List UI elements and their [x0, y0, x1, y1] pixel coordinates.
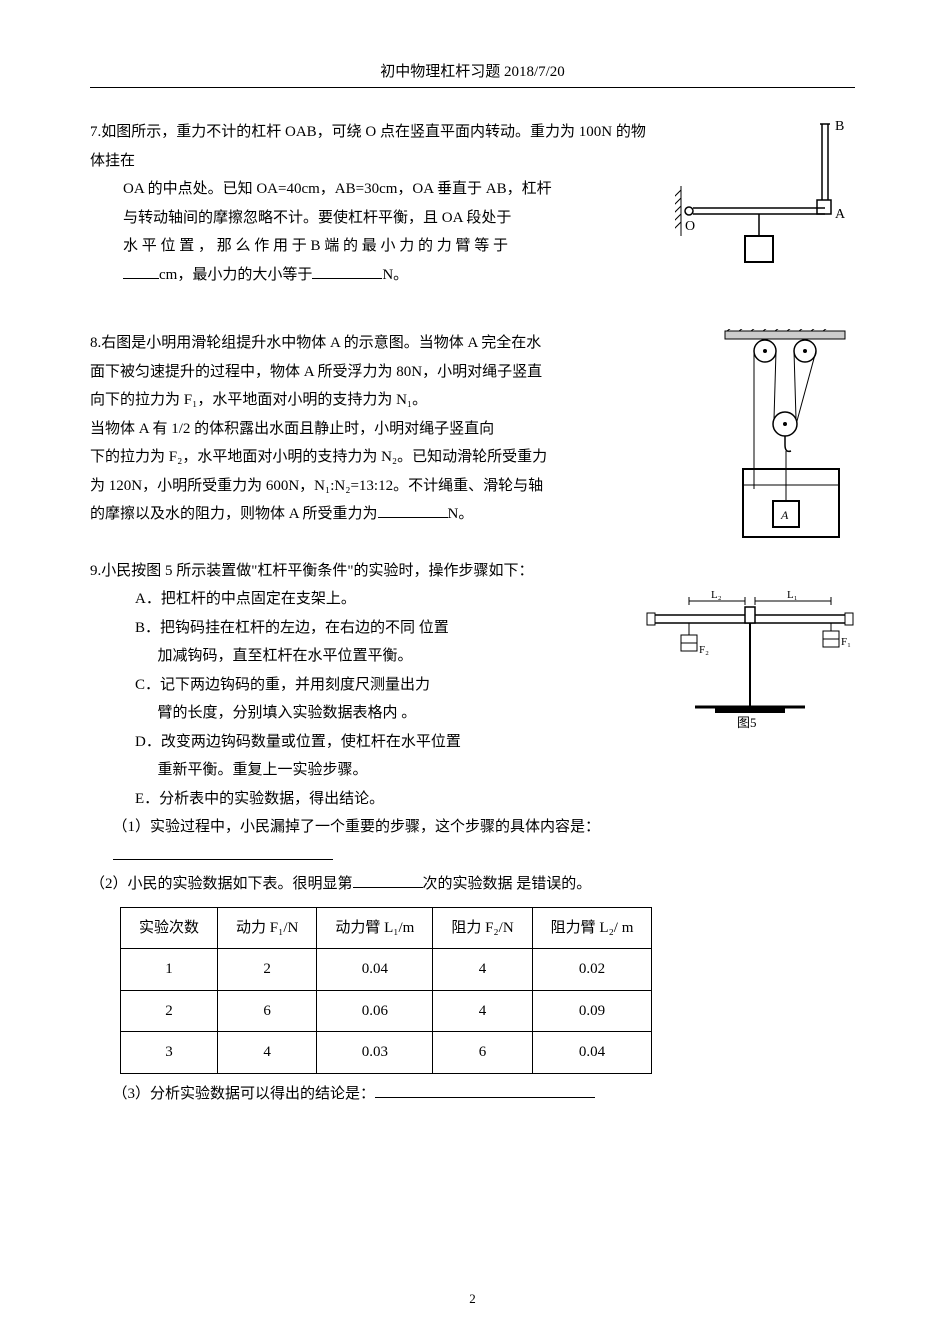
header-title: 初中物理杠杆习题 2018/7/20 — [380, 64, 565, 80]
svg-text:L₁: L₁ — [787, 589, 798, 601]
blank-q9-3 — [375, 1083, 595, 1098]
page-number: 2 — [0, 1291, 945, 1307]
q8-l3: 向下的拉力为 F₁，水平地面对小明的支持力为 N₁。 — [90, 392, 427, 408]
table-row: 2 6 0.06 4 0.09 — [121, 990, 652, 1032]
table-row: 1 2 0.04 4 0.02 — [121, 949, 652, 991]
th-4: 阻力臂 L₂/ m — [532, 907, 652, 949]
q8-l7b: N。 — [448, 506, 474, 522]
q9-sub3: （3）分析实验数据可以得出的结论是： — [113, 1086, 376, 1102]
figure-q8: A — [715, 329, 855, 560]
blank-q8 — [378, 503, 448, 518]
q9-sub2a: （2）小民的实验数据如下表。很明显第 — [90, 876, 353, 892]
q9-table: 实验次数 动力 F₁/N 动力臂 L₁/m 阻力 F₂/N 阻力臂 L₂/ m … — [120, 907, 652, 1074]
svg-text:F₁: F₁ — [841, 636, 851, 648]
q8-l2: 面下被匀速提升的过程中，物体 A 所受浮力为 80N，小明对绳子竖直 — [90, 364, 542, 380]
label-A: A — [835, 207, 846, 222]
th-3: 阻力 F₂/N — [433, 907, 532, 949]
q9-table-wrap: 实验次数 动力 F₁/N 动力臂 L₁/m 阻力 F₂/N 阻力臂 L₂/ m … — [90, 907, 855, 1074]
q8-l7a: 的摩擦以及水的阻力，则物体 A 所受重力为 — [90, 506, 378, 522]
step-E: E．分析表中的实验数据，得出结论。 — [135, 785, 855, 814]
label-B: B — [835, 119, 844, 134]
q7-l1: 如图所示，重力不计的杠杆 OAB，可绕 O 点在竖直平面内转动。重力为 100N… — [90, 124, 646, 169]
q9-num: 9. — [90, 563, 101, 579]
blank-q9-1 — [113, 845, 333, 860]
q7-l5b: N。 — [382, 267, 408, 283]
q7-l5a: cm，最小力的大小等于 — [159, 267, 312, 283]
figure-q7: O A B — [675, 118, 855, 299]
q7-num: 7. — [90, 124, 101, 140]
svg-text:L₂: L₂ — [711, 589, 722, 601]
page: 初中物理杠杆习题 2018/7/20 — [0, 0, 945, 1337]
blank-q7-n — [312, 264, 382, 279]
q7-l3: 与转动轴间的摩擦忽略不计。要使杠杆平衡，且 OA 段处于 — [90, 210, 511, 226]
q8-num: 8. — [90, 335, 101, 351]
q8-l4: 当物体 A 有 1/2 的体积露出水面且静止时，小明对绳子竖直向 — [90, 421, 494, 437]
q9-sub1: （1）实验过程中，小民漏掉了一个重要的步骤，这个步骤的具体内容是： — [90, 813, 855, 842]
blank-q7-cm — [123, 264, 159, 279]
th-1: 动力 F₁/N — [218, 907, 317, 949]
page-header: 初中物理杠杆习题 2018/7/20 — [90, 60, 855, 88]
q7-l2: OA 的中点处。已知 OA=40cm，AB=30cm，OA 垂直于 AB，杠杆 — [90, 181, 552, 197]
blank-q9-2 — [353, 873, 423, 888]
q8-l5: 下的拉力为 F₂，水平地面对小明的支持力为 N₂。已知动滑轮所受重力 — [90, 449, 547, 465]
q8-l1: 右图是小明用滑轮组提升水中物体 A 的示意图。当物体 A 完全在水 — [101, 335, 541, 351]
th-2: 动力臂 L₁/m — [317, 907, 433, 949]
problem-9: L₂ L₁ F₂ F₁ 图5 9.小民按图 5 所示装置 — [90, 557, 855, 1109]
table-row: 3 4 0.03 6 0.04 — [121, 1032, 652, 1074]
label-O: O — [685, 219, 695, 234]
th-0: 实验次数 — [121, 907, 218, 949]
q9-sub3-line: （3）分析实验数据可以得出的结论是： — [90, 1080, 855, 1109]
q9-sub2b: 次的实验数据 是错误的。 — [423, 876, 592, 892]
svg-text:A: A — [780, 508, 789, 522]
q8-l6: 为 120N，小明所受重力为 600N，N₁:N₂=13:12。不计绳重、滑轮与… — [90, 478, 543, 494]
fig5-caption: 图5 — [737, 715, 757, 730]
q7-l4: 水 平 位 置 ， 那 么 作 用 于 B 端 的 最 小 力 的 力 臂 等 … — [90, 238, 508, 254]
figure-q9: L₂ L₁ F₂ F₁ 图5 — [645, 587, 855, 768]
problem-7: O A B 7.如图所示，重力不计的杠杆 OAB，可绕 O 点在竖直平面内转动。… — [90, 118, 855, 289]
q9-intro: 小民按图 5 所示装置做"杠杆平衡条件"的实验时，操作步骤如下： — [101, 563, 533, 579]
problem-8: A 8.右图是小明用滑轮组提升水中物体 A 的示意图。当物体 A 完全在水 面下… — [90, 329, 855, 529]
table-header-row: 实验次数 动力 F₁/N 动力臂 L₁/m 阻力 F₂/N 阻力臂 L₂/ m — [121, 907, 652, 949]
svg-text:F₂: F₂ — [699, 644, 709, 656]
